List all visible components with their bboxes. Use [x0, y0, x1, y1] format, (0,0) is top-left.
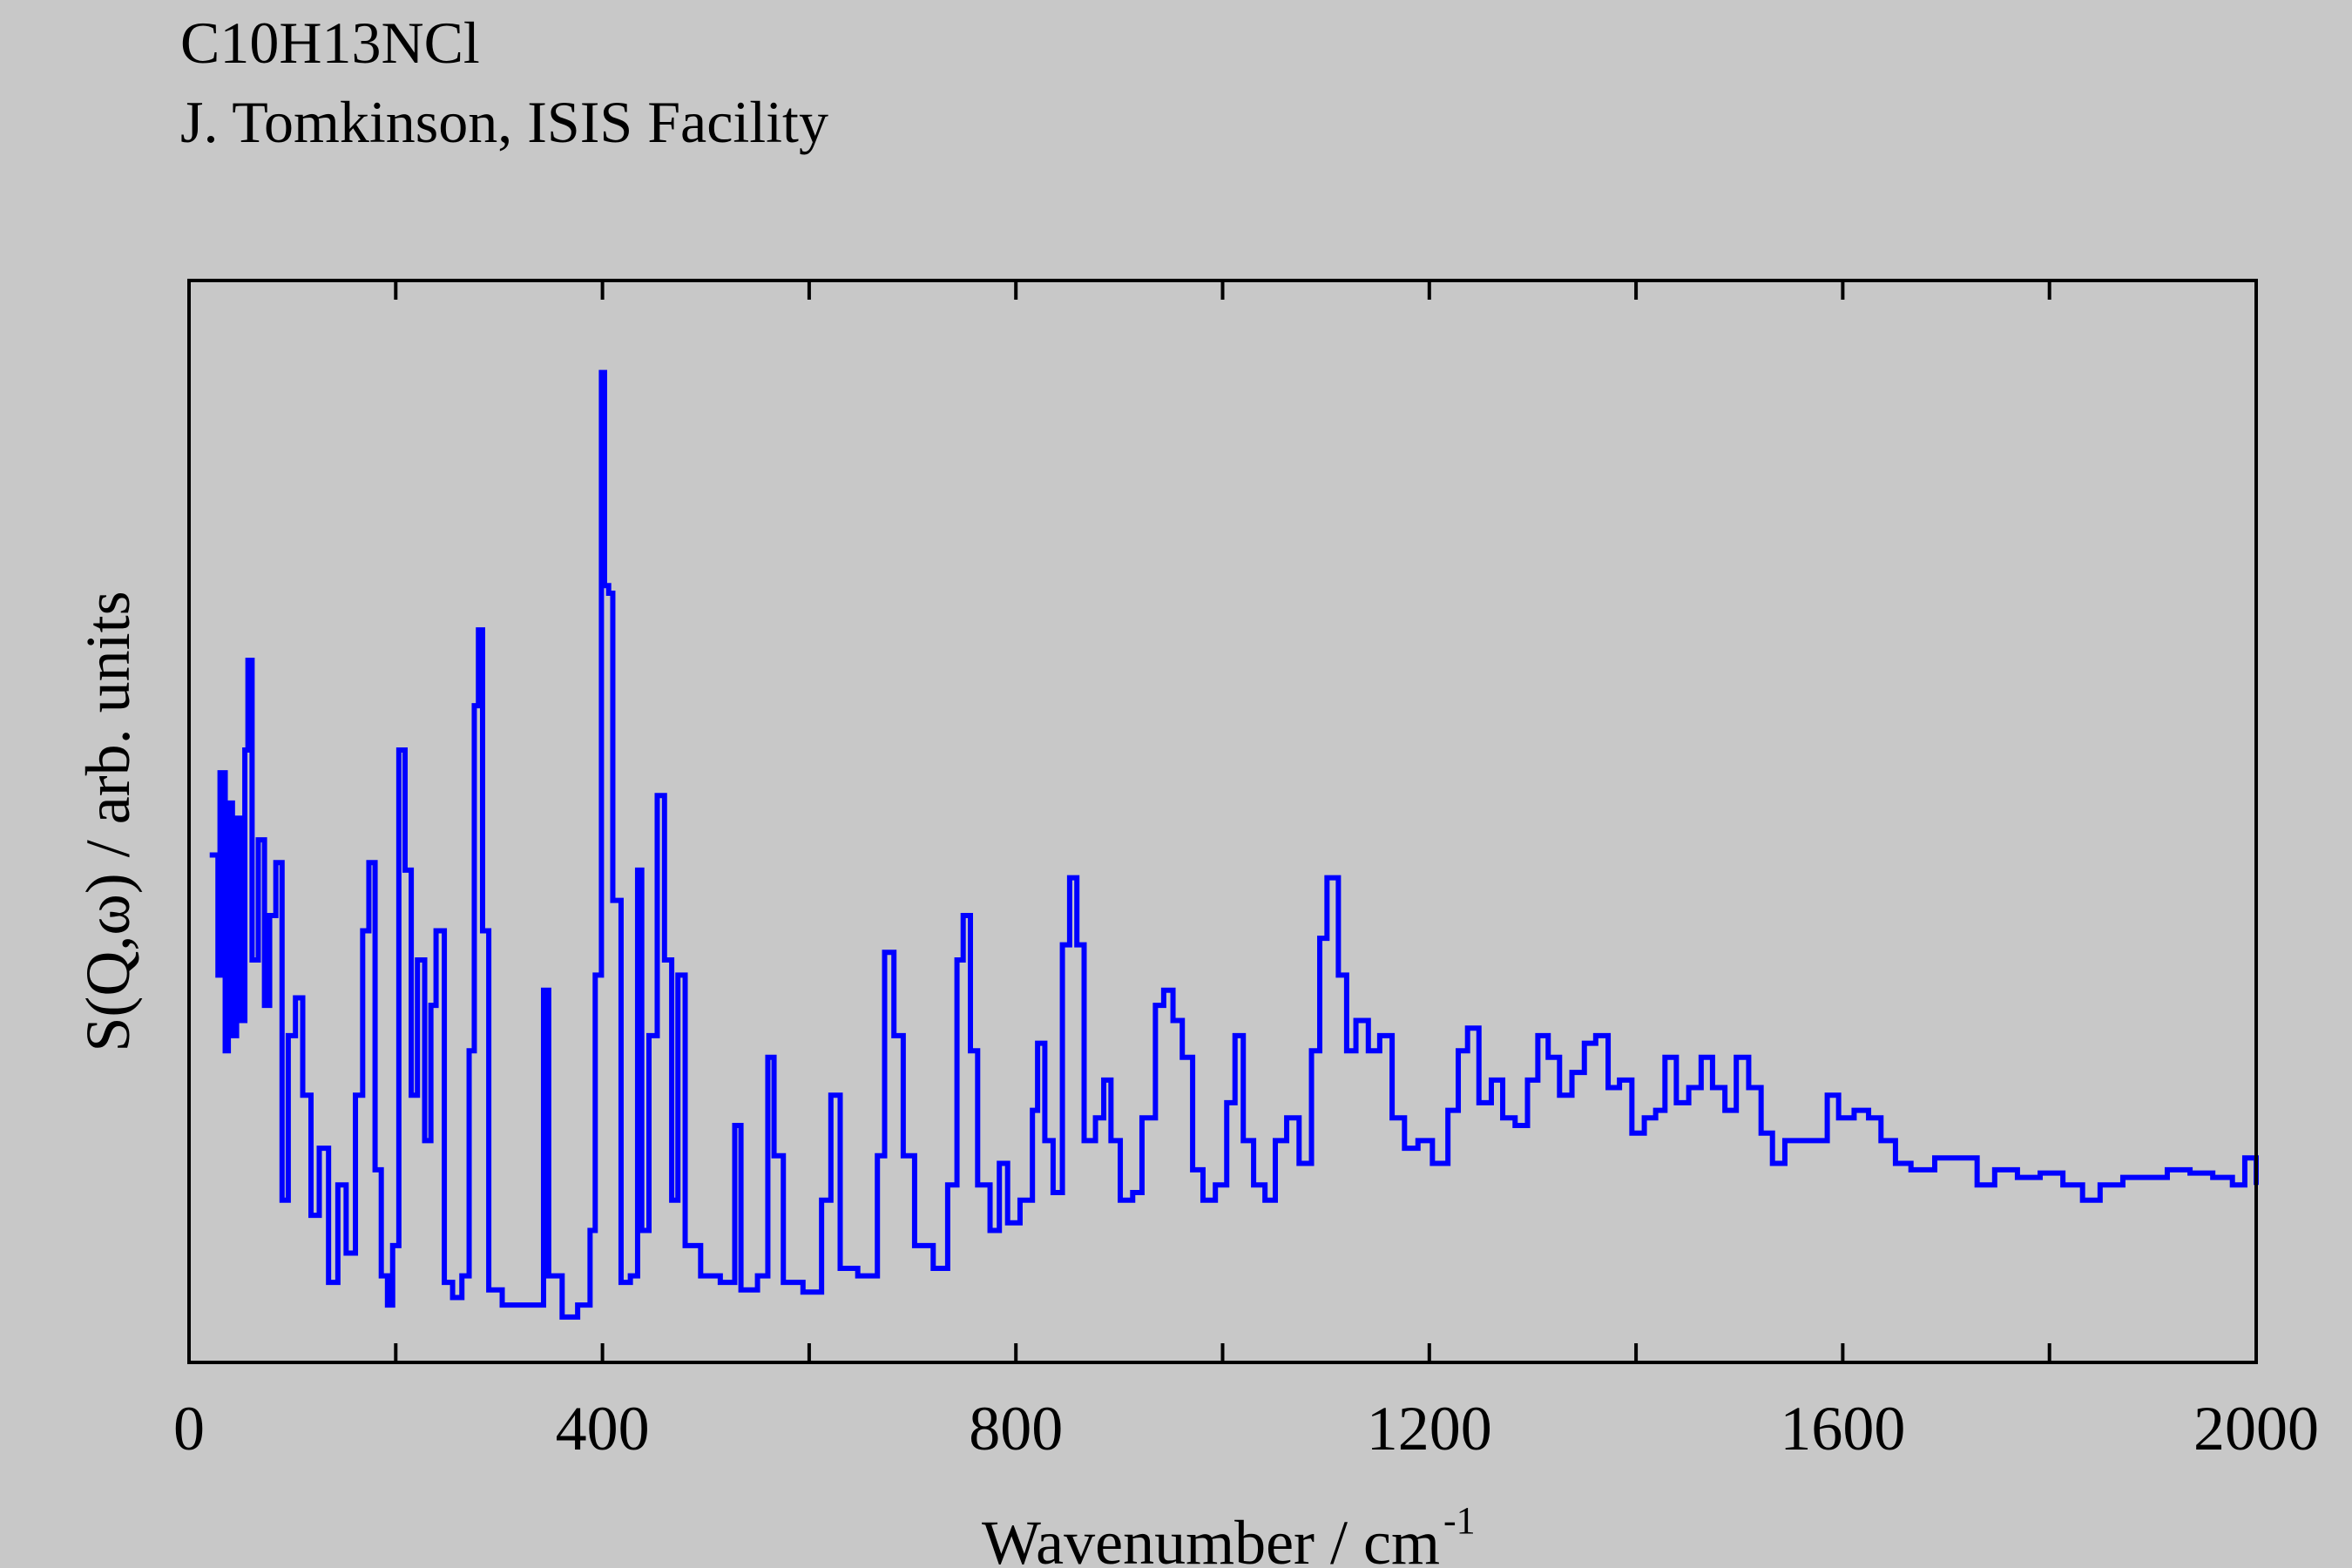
x-tick-label: 400 [556, 1394, 650, 1463]
x-tick-label: 1600 [1780, 1394, 1905, 1463]
x-axis-label-superscript: -1 [1443, 1499, 1476, 1542]
y-axis-label: S(Q,ω) / arb. units [73, 591, 143, 1051]
plot-frame [187, 279, 2258, 1364]
x-tick-label: 800 [969, 1394, 1063, 1463]
x-tick-label: 0 [173, 1394, 205, 1463]
x-tick-label: 1200 [1367, 1394, 1492, 1463]
spectrum-line [209, 369, 2259, 1320]
x-axis-label: Wavenumber / cm [982, 1508, 1440, 1568]
chart-title: C10H13NCl [180, 10, 480, 76]
x-tick-label: 2000 [2193, 1394, 2319, 1463]
chart-subtitle: J. Tomkinson, ISIS Facility [180, 89, 828, 155]
